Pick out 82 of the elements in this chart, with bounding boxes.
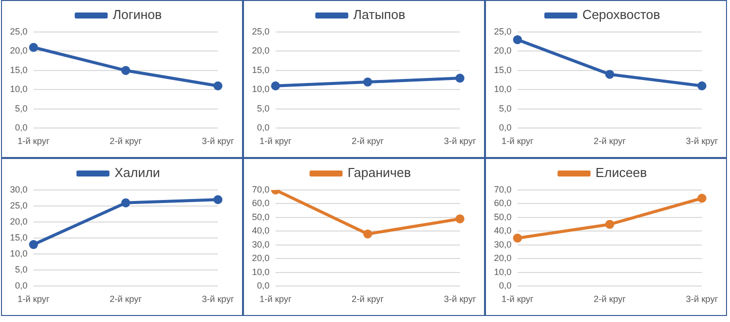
y-tick-label: 0,0 [15, 122, 28, 133]
y-tick-label: 5,0 [499, 103, 512, 114]
y-tick-label: 30,0 [252, 239, 270, 250]
x-tick-label: 3-й круг [686, 294, 719, 304]
y-tick-label: 30,0 [10, 184, 28, 194]
legend-label: Серохвостов [582, 7, 660, 22]
x-tick-label: 2-й круг [110, 136, 143, 146]
point [513, 234, 522, 243]
y-tick-label: 60,0 [252, 198, 270, 208]
y-tick-label: 0,0 [257, 280, 270, 291]
x-tick-label: 3-й круг [202, 136, 235, 146]
y-tick-label: 30,0 [494, 239, 512, 250]
y-tick-label: 40,0 [252, 226, 270, 236]
point [697, 81, 706, 90]
y-tick-label: 15,0 [494, 64, 512, 75]
y-tick-label: 25,0 [10, 200, 28, 211]
y-tick-label: 10,0 [252, 84, 270, 94]
y-tick-label: 10,0 [10, 84, 28, 94]
y-tick-label: 20,0 [10, 46, 28, 56]
y-tick-label: 5,0 [15, 264, 28, 275]
y-tick-label: 5,0 [15, 103, 28, 114]
point [213, 195, 222, 204]
x-tick-label: 1-й круг [501, 294, 534, 304]
y-tick-label: 20,0 [252, 253, 270, 264]
x-tick-label: 1-й круг [259, 294, 292, 304]
point [455, 214, 464, 224]
y-tick-label: 50,0 [494, 212, 512, 222]
x-tick-label: 2-й круг [352, 136, 385, 146]
point [605, 70, 614, 79]
x-tick-label: 3-й круг [686, 136, 719, 146]
point [271, 81, 280, 90]
y-tick-label: 0,0 [257, 122, 270, 133]
y-tick-label: 70,0 [252, 184, 270, 194]
legend-label: Халили [114, 165, 160, 180]
x-tick-label: 3-й круг [444, 136, 477, 146]
x-tick-label: 1-й круг [17, 136, 50, 146]
point [29, 240, 38, 250]
legend-label: Елисеев [596, 165, 648, 180]
y-tick-label: 20,0 [252, 46, 270, 56]
point [605, 220, 614, 229]
point [363, 229, 372, 238]
x-tick-label: 3-й круг [202, 294, 235, 304]
legend-label: Латыпов [353, 7, 406, 22]
y-tick-label: 0,0 [15, 280, 28, 291]
x-tick-label: 2-й круг [594, 136, 627, 146]
y-tick-label: 25,0 [494, 26, 512, 36]
x-tick-label: 1-й круг [501, 136, 534, 146]
y-tick-label: 70,0 [494, 184, 512, 194]
y-tick-label: 5,0 [257, 103, 270, 114]
point [363, 78, 372, 87]
legend-label: Гараничев [348, 165, 412, 180]
x-tick-label: 2-й круг [352, 294, 385, 304]
y-tick-label: 10,0 [10, 248, 28, 259]
y-tick-label: 10,0 [252, 266, 270, 277]
point [697, 194, 706, 203]
y-tick-label: 15,0 [10, 64, 28, 75]
y-tick-label: 15,0 [252, 64, 270, 75]
x-tick-label: 2-й круг [110, 294, 143, 304]
y-tick-label: 20,0 [10, 216, 28, 227]
y-tick-label: 15,0 [10, 232, 28, 243]
y-tick-label: 0,0 [499, 122, 512, 133]
y-tick-label: 10,0 [494, 84, 512, 94]
y-tick-label: 0,0 [499, 280, 512, 291]
y-tick-label: 10,0 [494, 266, 512, 277]
point [121, 66, 130, 75]
legend-label: Логинов [112, 7, 162, 22]
x-tick-label: 3-й круг [444, 294, 477, 304]
point [29, 42, 38, 52]
x-tick-label: 1-й круг [17, 294, 50, 304]
y-tick-label: 25,0 [252, 26, 270, 36]
x-tick-label: 1-й круг [259, 136, 292, 146]
point [121, 198, 130, 208]
y-tick-label: 20,0 [494, 46, 512, 56]
x-tick-label: 2-й круг [594, 294, 627, 304]
y-tick-label: 40,0 [494, 226, 512, 236]
y-tick-label: 25,0 [10, 26, 28, 36]
y-tick-label: 20,0 [494, 253, 512, 264]
point [455, 74, 464, 83]
y-tick-label: 50,0 [252, 212, 270, 222]
point [213, 81, 222, 90]
y-tick-label: 60,0 [494, 198, 512, 208]
point [513, 35, 522, 44]
